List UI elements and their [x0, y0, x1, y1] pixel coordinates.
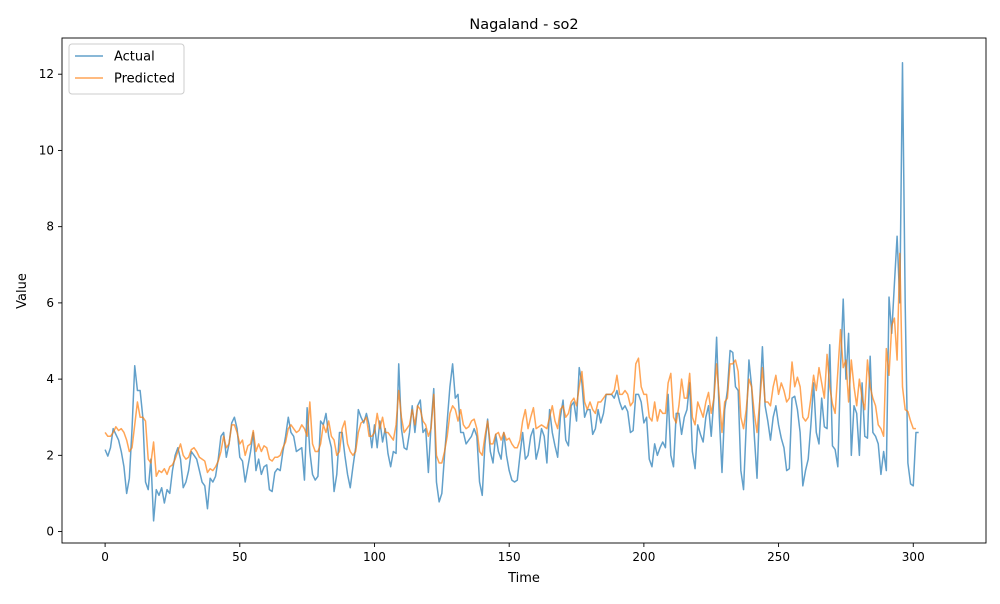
y-tick-label: 2	[46, 448, 54, 462]
y-tick-label: 6	[46, 296, 54, 310]
x-tick-label: 250	[767, 550, 790, 564]
plot-frame	[61, 37, 987, 544]
axis-ticks: 0 50 100 150 200 250 300 0 2 4 6 8 10 12	[39, 67, 925, 564]
chart-title: Nagaland - so2	[469, 17, 578, 33]
y-axis-label: Value	[15, 273, 30, 309]
x-tick-label: 0	[101, 550, 109, 564]
plot-area	[104, 62, 919, 522]
x-tick-label: 200	[632, 550, 655, 564]
y-tick-label: 0	[46, 525, 54, 539]
legend-label-actual: Actual	[114, 50, 155, 65]
legend: Actual Predicted	[68, 43, 185, 95]
x-axis-label: Time	[507, 571, 540, 586]
y-tick-label: 10	[39, 143, 54, 157]
series-line-actual	[104, 62, 919, 522]
x-tick-label: 50	[232, 550, 247, 564]
y-tick-label: 4	[46, 372, 54, 386]
x-tick-label: 150	[498, 550, 521, 564]
legend-label-predicted: Predicted	[114, 72, 175, 87]
x-tick-label: 300	[902, 550, 925, 564]
y-tick-label: 12	[39, 67, 54, 81]
y-tick-label: 8	[46, 220, 54, 234]
series-line-predicted	[104, 252, 916, 478]
x-tick-label: 100	[363, 550, 386, 564]
